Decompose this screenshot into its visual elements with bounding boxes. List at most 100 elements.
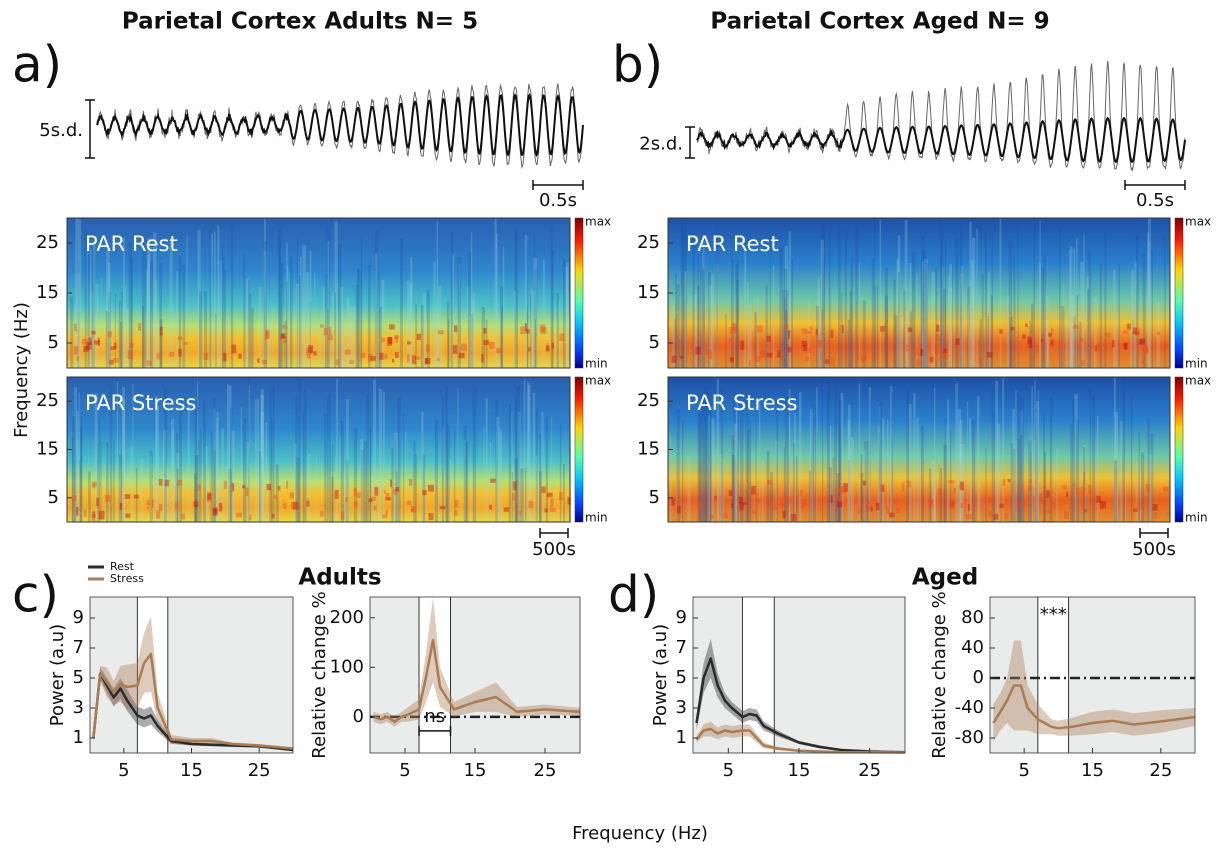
spectrogram-spot <box>1027 485 1033 491</box>
spectrogram-spot <box>906 344 909 352</box>
spectrogram-stripe <box>702 394 706 522</box>
panel-label: b) <box>612 36 663 94</box>
spectrogram-spot <box>382 514 388 519</box>
spectrogram-stripe <box>1113 378 1116 522</box>
spectrogram-stripe <box>1114 460 1118 522</box>
spectrogram-stripe <box>735 264 738 368</box>
group-title: Adults <box>298 565 381 591</box>
spectrogram-stripe <box>1086 276 1090 368</box>
shade <box>167 597 293 753</box>
spectrogram-spot <box>158 478 163 486</box>
trace-filtered <box>96 93 584 158</box>
spectrogram-spot <box>710 514 714 519</box>
y-tick-label: 1 <box>676 727 687 748</box>
spectrogram-spot <box>231 482 235 492</box>
spectrogram-spot <box>72 495 77 502</box>
spectrogram-stripe <box>1031 385 1033 522</box>
spectrogram-stripe <box>379 306 382 368</box>
spectrogram-spot <box>385 509 388 515</box>
spectrogram-stripe <box>866 440 869 522</box>
spectrogram-stripe <box>1045 295 1049 368</box>
y-tick-label: 15 <box>637 439 660 460</box>
spectrogram-stripe <box>860 454 863 522</box>
spectrogram-stripe <box>1141 452 1145 522</box>
spectrogram-stripe <box>271 417 273 522</box>
spectrogram-stripe <box>307 453 311 522</box>
spectrogram-stripe <box>1002 378 1005 522</box>
spectrogram-stripe <box>346 469 349 522</box>
panel-label: c) <box>12 566 59 624</box>
spectrogram-stripe <box>182 264 186 368</box>
spectrogram-spot <box>385 492 389 499</box>
spectrogram-stripe <box>1070 305 1074 368</box>
spectrogram-stripe <box>878 406 881 522</box>
spectrogram-spot <box>940 348 946 357</box>
spectrogram-spot <box>394 335 400 339</box>
spectrogram-stripe <box>345 460 349 522</box>
y-tick-label: 5 <box>48 332 59 353</box>
spectrogram-spot <box>370 356 376 361</box>
spectrogram-spot <box>407 341 411 345</box>
spectrogram-stripe <box>993 411 995 522</box>
spectrogram-spot <box>1043 486 1046 490</box>
spectrogram-stripe <box>1087 288 1090 368</box>
spectrogram-stripe <box>995 380 999 522</box>
error-band <box>993 640 1195 742</box>
spectrogram-stripe <box>878 402 883 522</box>
spectrogram-spot <box>129 342 134 348</box>
spectrogram-stripe <box>496 416 500 522</box>
spectrogram-spot <box>379 352 384 360</box>
spectrogram-stripe <box>302 410 304 522</box>
spectrogram-stripe <box>248 385 251 522</box>
spectrogram-spot <box>138 323 142 331</box>
scale-label: 500s <box>532 539 576 560</box>
spectrogram-spot <box>1010 326 1015 331</box>
spectrogram-spot <box>551 342 555 349</box>
spectrogram-stripe <box>1033 231 1036 368</box>
spectrogram-stripe <box>942 289 947 368</box>
spectrogram-stripe <box>903 291 906 368</box>
spectrogram-stripe <box>349 307 353 368</box>
spectrogram-spot <box>860 355 867 363</box>
spectrogram-stripe <box>697 254 700 368</box>
spectrogram-stripe <box>931 272 935 368</box>
spectrogram-stripe <box>369 392 371 522</box>
spectrogram-spot <box>323 327 328 336</box>
spectrogram-spot <box>1020 501 1026 507</box>
spectrogram-stripe <box>1074 393 1078 522</box>
spectrogram-stripe <box>545 418 549 522</box>
spectrogram-spot <box>74 345 79 355</box>
spectrogram-stripe <box>676 409 680 522</box>
spectrogram-stripe <box>747 429 750 522</box>
spectrogram-stripe <box>186 235 188 368</box>
spectrogram-stripe <box>795 456 798 522</box>
spectrogram-spot <box>203 352 209 360</box>
spectrogram-stripe <box>70 296 74 368</box>
spectrogram-stripe <box>400 238 403 368</box>
spectrogram-stripe <box>318 322 321 368</box>
spectrogram-stripe <box>340 286 344 368</box>
y-tick-label: 5 <box>48 487 59 508</box>
spectrogram-spot <box>825 359 830 364</box>
spectrogram-stripe <box>676 462 678 522</box>
spectrogram-stripe <box>513 290 516 368</box>
spectrogram-stripe <box>74 395 77 522</box>
spectrogram-spot <box>266 483 272 491</box>
trace-filtered <box>696 116 1186 164</box>
scale-label: 5s.d. <box>39 120 83 141</box>
spectrogram-spot <box>1081 487 1086 497</box>
spectrogram-spot <box>1143 348 1148 353</box>
spectrogram-stripe <box>569 434 572 522</box>
spectrogram-stripe <box>159 319 163 368</box>
spectrogram-stripe <box>832 456 835 522</box>
spectrogram-spot <box>1021 484 1024 493</box>
spectrogram-stripe <box>215 417 218 522</box>
spectrogram-spot <box>742 502 747 506</box>
spectrogram-stripe <box>1083 471 1085 522</box>
spectrogram-stripe <box>374 231 379 368</box>
spectrogram-stripe <box>556 292 559 368</box>
spectrogram-spot <box>959 481 964 491</box>
spectrogram-stripe <box>947 399 950 522</box>
spectrogram-spot <box>906 480 911 488</box>
spectrogram-stripe <box>673 317 677 368</box>
